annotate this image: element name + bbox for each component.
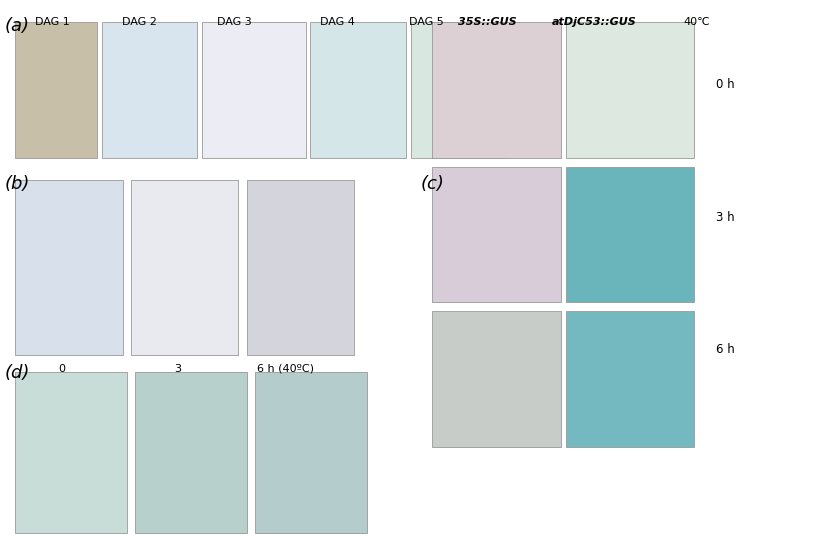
- Text: (a): (a): [4, 17, 29, 34]
- Text: 3 h: 3 h: [715, 211, 734, 224]
- Text: 6 h: 6 h: [715, 343, 734, 356]
- FancyBboxPatch shape: [15, 372, 127, 533]
- FancyBboxPatch shape: [102, 22, 197, 158]
- FancyBboxPatch shape: [432, 22, 560, 158]
- Text: 3: 3: [174, 364, 181, 374]
- Text: DAG 2: DAG 2: [122, 17, 156, 27]
- Text: 0: 0: [59, 364, 65, 374]
- Text: DAG 4: DAG 4: [320, 17, 355, 27]
- Text: DAG 1: DAG 1: [35, 17, 69, 27]
- FancyBboxPatch shape: [410, 22, 505, 158]
- FancyBboxPatch shape: [310, 22, 405, 158]
- FancyBboxPatch shape: [246, 180, 354, 355]
- Text: 40℃: 40℃: [682, 17, 709, 27]
- Text: atDjC53::GUS: atDjC53::GUS: [552, 17, 636, 27]
- Text: DAG 3: DAG 3: [217, 17, 251, 27]
- FancyBboxPatch shape: [135, 372, 246, 533]
- FancyBboxPatch shape: [202, 22, 305, 158]
- Text: 0 h: 0 h: [715, 78, 734, 91]
- FancyBboxPatch shape: [565, 22, 693, 158]
- Text: (d): (d): [4, 364, 30, 381]
- FancyBboxPatch shape: [255, 372, 366, 533]
- FancyBboxPatch shape: [565, 311, 693, 447]
- FancyBboxPatch shape: [432, 311, 560, 447]
- FancyBboxPatch shape: [15, 180, 122, 355]
- Text: (b): (b): [4, 175, 30, 193]
- Text: 35S::GUS: 35S::GUS: [457, 17, 515, 27]
- Text: DAG 5: DAG 5: [409, 17, 443, 27]
- FancyBboxPatch shape: [565, 166, 693, 302]
- FancyBboxPatch shape: [432, 166, 560, 302]
- FancyBboxPatch shape: [15, 22, 97, 158]
- FancyBboxPatch shape: [131, 180, 238, 355]
- Text: (c): (c): [420, 175, 444, 193]
- Text: 6 h (40ºC): 6 h (40ºC): [257, 364, 313, 374]
